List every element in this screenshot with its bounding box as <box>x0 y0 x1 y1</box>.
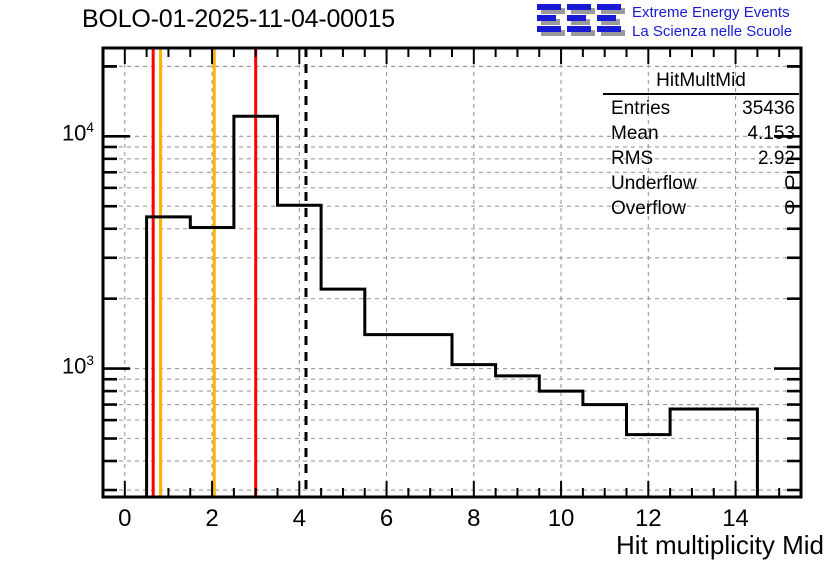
stats-row: RMS 2.92 <box>603 146 799 171</box>
stats-row-value: 4.153 <box>747 123 795 144</box>
stats-row-label: Mean <box>611 123 659 144</box>
y-tick-mantissa: 10 <box>61 352 87 378</box>
x-tick-label: 4 <box>292 505 306 532</box>
stats-row-value: 0 <box>784 173 795 194</box>
stats-row: Overflow 0 <box>603 196 799 221</box>
eee-logo: Extreme Energy Events La Scienza nelle S… <box>536 1 836 43</box>
stats-row-label: Underflow <box>611 173 697 194</box>
stats-row-label: Overflow <box>611 198 686 219</box>
x-tick-label: 2 <box>205 505 219 532</box>
x-tick-label: 12 <box>634 505 662 532</box>
y-tick-exponent: 3 <box>86 352 94 368</box>
page-title: BOLO-01-2025-11-04-00015 <box>82 5 395 33</box>
eee-logo-line2: La Scienza nelle Scuole <box>632 23 793 40</box>
stats-row: Entries 35436 <box>603 96 799 121</box>
stats-row-value: 0 <box>784 198 795 219</box>
eee-logo-mark-icon <box>537 4 625 36</box>
x-tick-label: 6 <box>379 505 394 532</box>
stats-row-label: Entries <box>611 98 671 119</box>
x-tick-label: 0 <box>118 505 132 532</box>
x-tick-label: 14 <box>722 505 749 532</box>
y-tick-exponent: 4 <box>86 120 94 136</box>
y-tick-mantissa: 10 <box>61 120 87 146</box>
histogram-outline <box>145 114 759 497</box>
stats-row-value: 35436 <box>742 98 795 119</box>
x-tick-label: 8 <box>467 505 481 532</box>
stats-row-label: RMS <box>611 148 654 169</box>
eee-logo-text: Extreme Energy Events La Scienza nelle S… <box>632 3 792 41</box>
stats-box: HitMultMid Entries 35436 Mean 4.153 RMS 2.92 U… <box>603 70 799 221</box>
y-tick-label: 103 <box>30 353 94 379</box>
x-axis-title: Hit multiplicity Mid <box>615 530 824 560</box>
stats-title: HitMultMid <box>603 70 799 95</box>
stats-rows: Entries 35436 Mean 4.153 RMS 2.92 Underflow 0 Ov… <box>603 96 799 221</box>
eee-logo-line1: Extreme Energy Events <box>632 4 790 21</box>
stats-row: Mean 4.153 <box>603 121 799 146</box>
y-tick-label: 104 <box>30 120 94 146</box>
stats-row-value: 2.92 <box>758 148 795 169</box>
x-tick-label: 10 <box>547 505 575 532</box>
stats-row: Underflow 0 <box>603 171 799 196</box>
